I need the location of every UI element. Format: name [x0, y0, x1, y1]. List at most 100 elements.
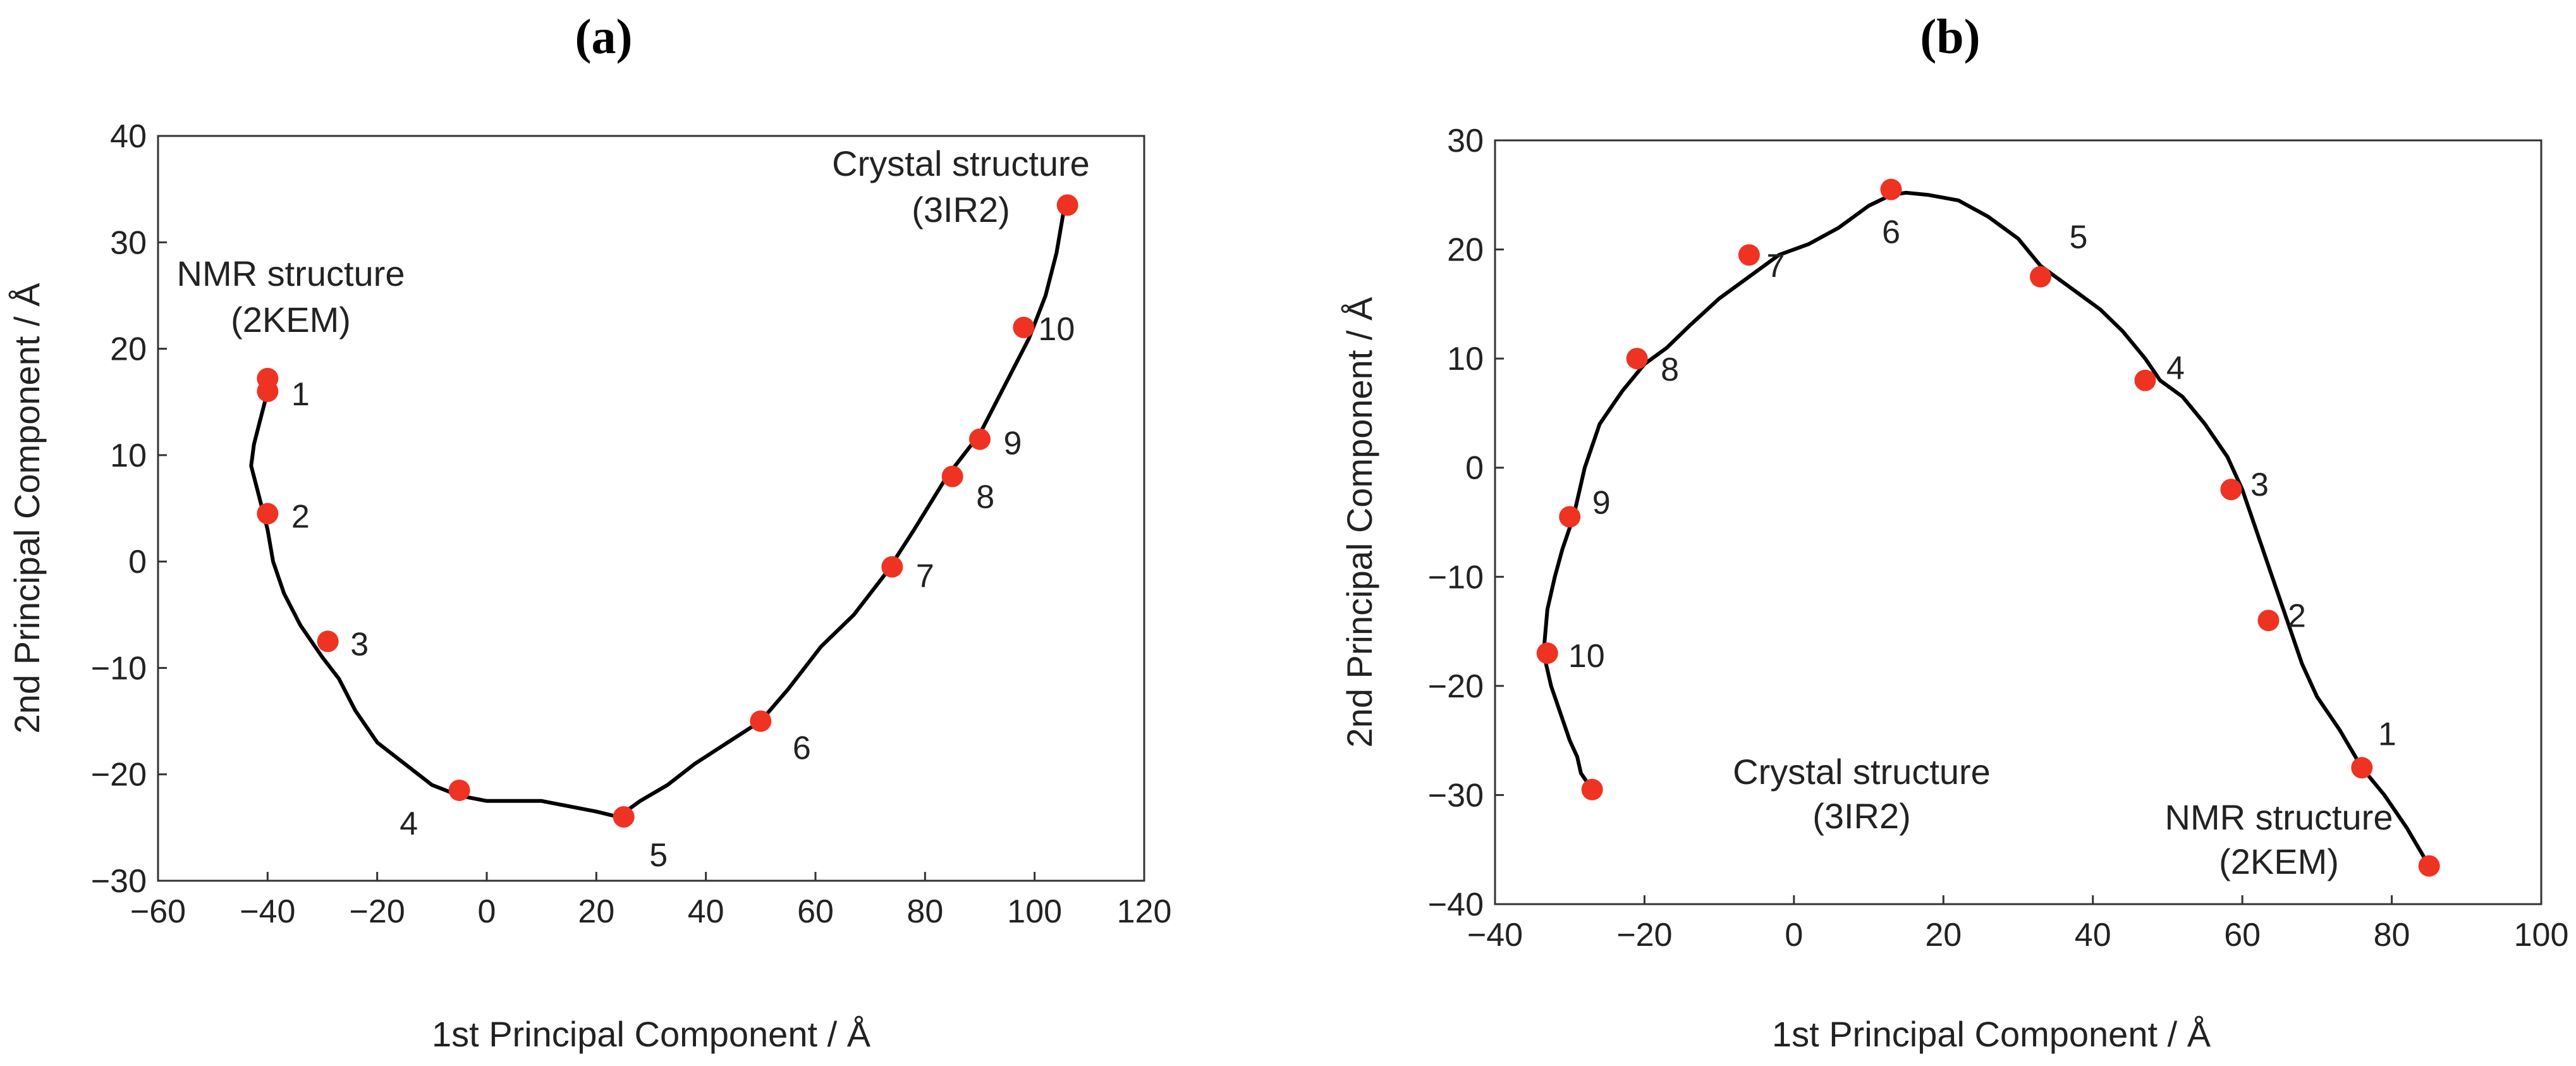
y-tick-label-b: 0: [1465, 450, 1484, 487]
y-tick-label-b: −30: [1428, 777, 1484, 814]
annotation-nmr-a-line2: (2KEM): [231, 300, 351, 340]
marker-point-b: [2220, 479, 2242, 501]
x-tick-label-a: 0: [478, 893, 496, 930]
y-axis-label-a: 2nd Principal Component / Å: [7, 283, 47, 734]
x-tick-label-b: 20: [1925, 917, 1962, 953]
y-tick-label-a: 20: [110, 331, 147, 368]
point-labels-b: 1 2 3 4 5 6 7 8 9 10: [1568, 214, 2396, 753]
y-tick-label-b: 30: [1447, 123, 1484, 159]
x-tick-label-b: 0: [1785, 917, 1803, 953]
annotation-nmr-a-line1: NMR structure: [177, 254, 405, 293]
marker-label-a: 2: [291, 498, 310, 535]
x-tick-label-a: −40: [240, 893, 295, 930]
x-tick-label-b: −20: [1616, 917, 1672, 953]
marker-label-a: 9: [1004, 426, 1022, 462]
marker-label-b: 10: [1568, 638, 1605, 675]
annotation-nmr-b-line2: (2KEM): [2219, 842, 2339, 881]
x-tick-label-b: 100: [2514, 917, 2569, 953]
y-tick-label-a: 10: [110, 438, 147, 474]
annotation-crystal-a-line2: (3IR2): [912, 190, 1010, 230]
marker-point-b: [1581, 778, 1603, 800]
x-tick-label-b: 80: [2374, 917, 2410, 953]
marker-label-a: 10: [1038, 311, 1075, 348]
x-tick-label-b: −40: [1467, 917, 1523, 953]
marker-point-b: [1880, 178, 1902, 200]
marker-label-b: 8: [1661, 352, 1679, 388]
y-tick-label-b: −20: [1428, 668, 1484, 705]
marker-label-a: 3: [350, 626, 369, 663]
marker-point-b: [1536, 642, 1558, 665]
y-tick-label-a: 0: [128, 544, 147, 580]
y-tick-label-b: 20: [1447, 232, 1484, 269]
x-tick-label-a: −60: [130, 893, 186, 930]
chart-panel-a: (a) −30 −20 −10 0 10 20 30 40 −60 −40 −20 0 20 40 60 8…: [7, 9, 1171, 1054]
marker-point-b: [2134, 369, 2156, 391]
panel-label-a: (a): [575, 9, 633, 64]
marker-point-a: [613, 806, 635, 828]
marker-point-b: [2257, 610, 2280, 632]
marker-label-b: 6: [1882, 214, 1900, 251]
marker-point-a: [317, 630, 339, 652]
chart-panel-b: (b) −40 −30 −20 −10 0 10 20 30 −40 −20 0 20 40 60 80 1…: [1340, 9, 2568, 1054]
marker-point-b: [2418, 855, 2440, 877]
x-axis-label-b: 1st Principal Component / Å: [1772, 1014, 2211, 1054]
x-ticks-b: −40 −20 0 20 40 60 80 100: [1467, 895, 2568, 953]
x-tick-label-a: 80: [906, 893, 943, 930]
marker-point-b: [2029, 266, 2051, 288]
marker-label-b: 1: [2378, 716, 2396, 752]
marker-point-a: [257, 367, 279, 389]
y-tick-label-a: −20: [91, 757, 147, 793]
markers-b: [1536, 178, 2440, 877]
y-tick-label-a: −30: [91, 863, 147, 900]
x-tick-label-a: 120: [1117, 893, 1172, 930]
marker-label-b: 3: [2250, 467, 2269, 503]
y-tick-label-a: −10: [91, 650, 147, 687]
y-tick-label-b: −10: [1428, 559, 1484, 596]
marker-point-b: [1626, 348, 1648, 370]
marker-label-a: 5: [649, 837, 668, 874]
marker-label-a: 4: [400, 806, 418, 842]
marker-point-a: [969, 428, 991, 450]
marker-label-a: 7: [916, 558, 934, 595]
x-tick-label-a: 40: [688, 893, 724, 930]
marker-point-a: [1013, 316, 1035, 338]
marker-label-b: 7: [1766, 248, 1785, 285]
y-ticks-a: −30 −20 −10 0 10 20 30 40: [91, 118, 167, 900]
marker-point-a: [257, 503, 279, 525]
panel-label-b: (b): [1920, 9, 1980, 64]
point-labels-a: 1 2 3 4 5 6 7 89 10: [291, 311, 1075, 874]
marker-point-a: [750, 710, 772, 732]
y-axis-label-b: 2nd Principal Component / Å: [1340, 297, 1379, 748]
marker-label-b: 2: [2288, 597, 2306, 634]
x-tick-label-a: 20: [578, 893, 614, 930]
marker-label-a: 6: [793, 730, 811, 767]
y-tick-label-a: 30: [110, 224, 147, 261]
annotation-crystal-b-line1: Crystal structure: [1733, 752, 1991, 792]
x-tick-label-b: 40: [2075, 917, 2111, 953]
trajectory-line-b: [1541, 190, 2431, 868]
marker-point-b: [1559, 506, 1581, 528]
marker-label-a: 8: [976, 479, 994, 516]
marker-label-b: 5: [2070, 219, 2088, 256]
marker-point-b: [1738, 244, 1760, 266]
plot-frame-a: [157, 135, 1145, 882]
annotation-nmr-b-line1: NMR structure: [2165, 797, 2393, 837]
y-tick-label-a: 40: [110, 118, 147, 155]
x-axis-label-a: 1st Principal Component / Å: [432, 1014, 871, 1054]
markers-a: [257, 194, 1078, 828]
annotation-crystal-a-line1: Crystal structure: [832, 144, 1090, 183]
x-tick-label-a: −20: [350, 893, 405, 930]
x-tick-label-a: 60: [797, 893, 834, 930]
marker-label-a: 1: [291, 376, 310, 413]
marker-point-b: [2351, 757, 2373, 779]
y-tick-label-b: −40: [1428, 886, 1484, 923]
x-tick-label-a: 100: [1007, 893, 1062, 930]
y-tick-label-b: 10: [1447, 341, 1484, 377]
x-ticks-a: −60 −40 −20 0 20 40 60 80 100 120: [130, 872, 1171, 930]
plot-frame-b: [1494, 139, 2542, 905]
marker-label-b: 9: [1592, 484, 1611, 521]
marker-point-a: [448, 779, 470, 801]
marker-label-b: 4: [2166, 350, 2185, 387]
marker-point-a: [1056, 194, 1078, 216]
